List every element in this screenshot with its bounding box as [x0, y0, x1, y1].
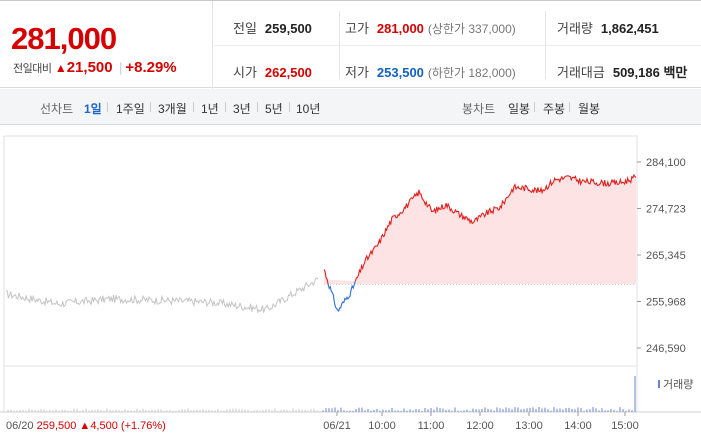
- prev-close-stat: 전일 259,500: [233, 18, 312, 37]
- candle-chart-label: 봉차트: [462, 102, 496, 116]
- price-box: 281,000 전일대비 ▲21,500 | +8.29%: [0, 1, 213, 89]
- y-tick-label: 255,968: [646, 297, 686, 309]
- volume-legend-swatch: [658, 380, 660, 388]
- stat-value: 259,500: [264, 21, 312, 36]
- gain-area-fill: [324, 174, 636, 284]
- tab-3-years[interactable]: 3년: [233, 102, 251, 116]
- change-label: 전일대비: [13, 63, 52, 75]
- tab-1-day[interactable]: 1일: [84, 102, 102, 116]
- stat-value: 253,500: [376, 65, 424, 80]
- tab-divider: [534, 102, 535, 112]
- tab-divider: [569, 102, 570, 112]
- stats-divider: [339, 11, 340, 79]
- tab-5-years[interactable]: 5년: [265, 102, 283, 116]
- tab-divider: [225, 102, 226, 112]
- price-line-down: [327, 281, 356, 313]
- stat-label: 거래대금: [557, 65, 605, 80]
- x-tick-label: 06/21: [323, 420, 351, 432]
- price-line-up: [354, 173, 637, 282]
- up-arrow-icon: ▲: [79, 420, 90, 432]
- tab-divider: [193, 102, 194, 112]
- y-tick-label: 274,723: [646, 204, 686, 216]
- line-chart-label: 선차트: [40, 102, 74, 116]
- tab-weekly-candle[interactable]: 주봉: [543, 102, 566, 116]
- quote-summary: 281,000 전일대비 ▲21,500 | +8.29% 전일 259,500 고…: [0, 0, 701, 89]
- open-stat: 시가 262,500: [233, 62, 312, 81]
- prev-day-change: 4,500: [90, 420, 121, 432]
- stat-label: 저가: [345, 65, 369, 80]
- volume-legend-label: 거래량: [663, 378, 693, 391]
- price-line-up: [323, 269, 329, 285]
- stat-value: 262,500: [264, 65, 312, 80]
- tab-divider: [150, 102, 151, 112]
- x-tick-label: 15:00: [611, 420, 639, 432]
- tab-divider: [289, 102, 290, 112]
- prev-day-price: 259,500: [37, 420, 80, 432]
- tab-1-year[interactable]: 1년: [201, 102, 219, 116]
- x-tick-label: 10:00: [368, 420, 396, 432]
- tab-1-week[interactable]: 1주일: [116, 102, 145, 116]
- prev-day-percent: (+1.76%): [121, 420, 166, 432]
- y-tick-label: 246,590: [646, 343, 686, 355]
- stat-value: 509,186 백만: [612, 65, 688, 80]
- high-stat: 고가 281,000 (상한가 337,000): [345, 18, 516, 37]
- y-tick-label: 284,100: [646, 157, 686, 169]
- volume-frame: [3, 365, 638, 413]
- price-chart[interactable]: 284,100 274,723 265,345 255,968 246,590 거래량 06…: [0, 126, 701, 440]
- stats-divider: [545, 11, 546, 79]
- tab-daily-candle[interactable]: 일봉: [508, 102, 531, 116]
- current-price: 281,000: [11, 21, 117, 56]
- low-stat: 저가 253,500 (하한가 182,000): [345, 62, 516, 81]
- x-tick-label: 14:00: [564, 420, 592, 432]
- price-change: 전일대비 ▲21,500 | +8.29%: [13, 59, 177, 76]
- stat-label: 전일: [233, 21, 257, 36]
- chart-period-tabs: 선차트 1일 1주일 3개월 1년 3년 5년 10년 봉차트 일봉 주봉 월봉: [0, 89, 701, 125]
- prev-day-summary: 06/20 259,500 ▲4,500 (+1.76%): [6, 420, 166, 432]
- change-divider: |: [118, 60, 123, 75]
- tab-3-months[interactable]: 3개월: [158, 102, 187, 116]
- stat-label: 시가: [233, 65, 257, 80]
- x-tick-label: 11:00: [418, 420, 445, 432]
- change-percent: +8.29%: [125, 59, 177, 76]
- prev-day-date: 06/20: [6, 420, 37, 432]
- x-tick-label: 12:00: [466, 420, 494, 432]
- tab-divider: [257, 102, 258, 112]
- lower-limit: (하한가 182,000): [427, 66, 516, 80]
- trade-value-stat: 거래대금 509,186 백만: [557, 62, 687, 81]
- tab-10-years[interactable]: 10년: [296, 102, 321, 116]
- price-chart-svg: 284,100 274,723 265,345 255,968 246,590 거래량 06…: [0, 135, 701, 432]
- stat-value: 281,000: [376, 21, 424, 36]
- volume-stat: 거래량 1,862,451: [557, 18, 659, 37]
- up-arrow-icon: ▲: [54, 61, 67, 75]
- stat-value: 1,862,451: [600, 21, 659, 36]
- change-amount: 21,500: [66, 59, 113, 76]
- tab-divider: [107, 102, 108, 112]
- upper-limit: (상한가 337,000): [427, 22, 516, 36]
- stats-divider: [214, 45, 701, 46]
- x-tick-label: 13:00: [515, 420, 543, 432]
- y-tick-label: 265,345: [646, 250, 686, 262]
- tab-monthly-candle[interactable]: 월봉: [578, 102, 601, 116]
- stat-label: 거래량: [557, 21, 593, 36]
- prev-day-line: [5, 277, 319, 314]
- stat-label: 고가: [345, 21, 369, 36]
